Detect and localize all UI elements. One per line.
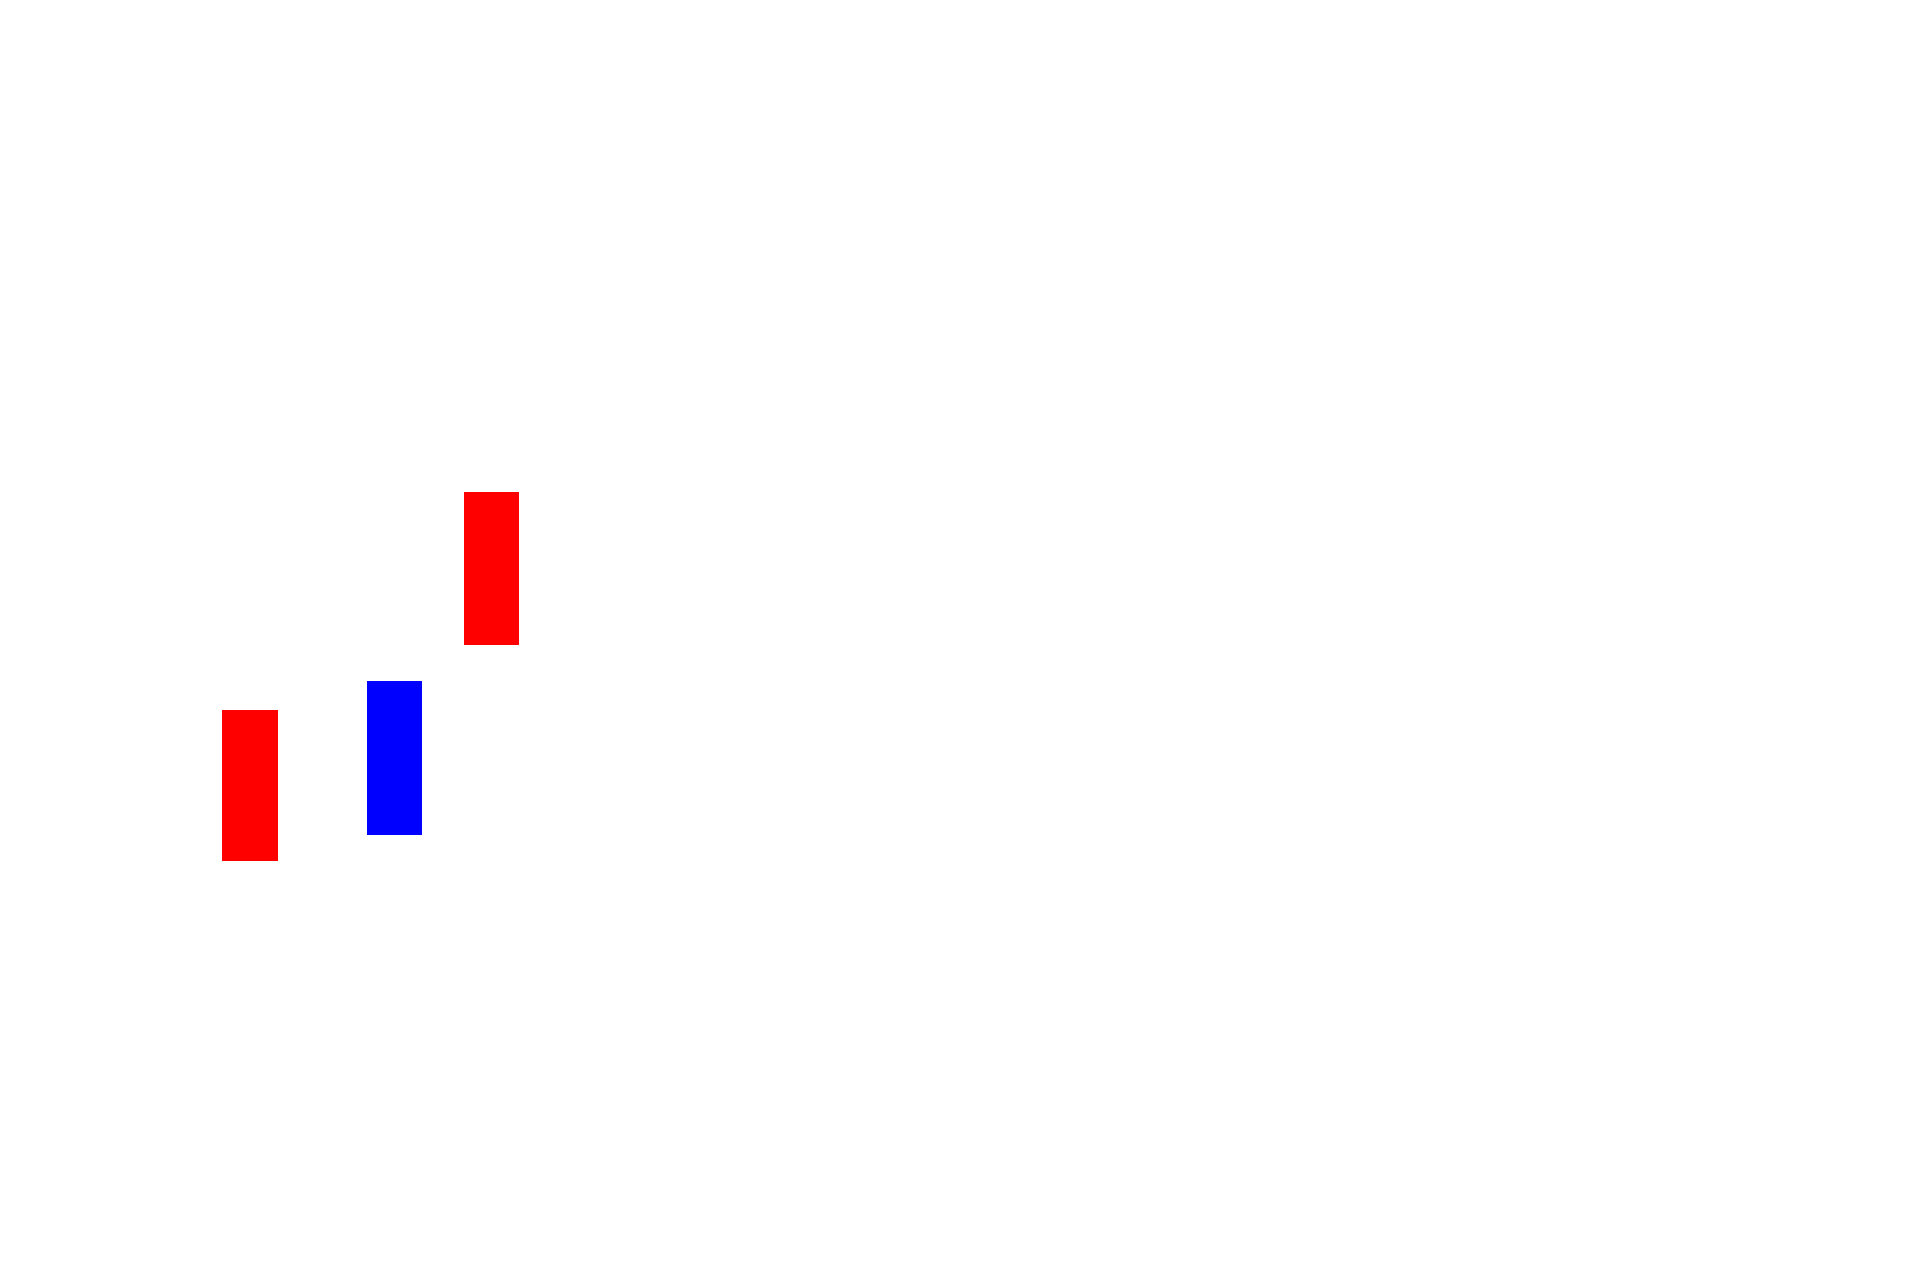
candlestick-body	[367, 681, 422, 835]
candlestick-body	[222, 710, 278, 861]
candlestick-body	[464, 492, 519, 645]
